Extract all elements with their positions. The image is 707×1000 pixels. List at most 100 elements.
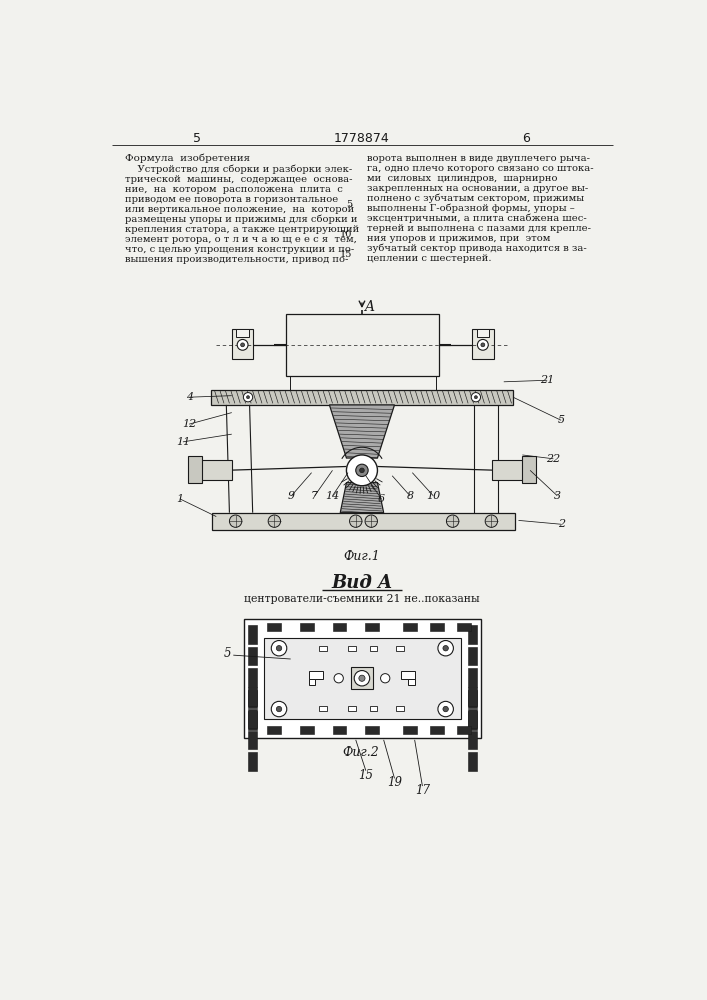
Text: 12: 12 xyxy=(182,419,197,429)
Bar xyxy=(468,625,477,644)
Text: ми  силовых  цилиндров,  шарнирно: ми силовых цилиндров, шарнирно xyxy=(368,174,558,183)
Bar xyxy=(286,314,440,376)
Text: 15: 15 xyxy=(339,250,352,259)
Circle shape xyxy=(472,393,481,402)
Text: Устройство для сборки и разборки элек-: Устройство для сборки и разборки элек- xyxy=(125,165,352,174)
Text: 8: 8 xyxy=(407,491,414,501)
Circle shape xyxy=(438,701,453,717)
Text: крепления статора, а также центрирующий: крепления статора, а также центрирующий xyxy=(125,225,359,234)
Bar xyxy=(320,646,327,651)
Text: 7: 7 xyxy=(311,491,318,501)
Text: Вид A: Вид A xyxy=(332,574,392,592)
Circle shape xyxy=(443,646,448,651)
Text: Формула  изобретения: Формула изобретения xyxy=(125,154,250,163)
Circle shape xyxy=(271,701,287,717)
Bar xyxy=(472,329,493,359)
Bar xyxy=(468,731,477,749)
Text: 1778874: 1778874 xyxy=(334,132,390,145)
Bar xyxy=(320,706,327,711)
Bar xyxy=(401,671,414,679)
Bar xyxy=(396,646,404,651)
Bar xyxy=(403,623,417,631)
Text: ворота выполнен в виде двуплечего рыча-: ворота выполнен в виде двуплечего рыча- xyxy=(368,154,590,163)
Text: или вертикальное положение,  на  которой: или вертикальное положение, на которой xyxy=(125,205,354,214)
Bar xyxy=(348,706,356,711)
Circle shape xyxy=(346,455,378,486)
Text: 11: 11 xyxy=(176,437,190,447)
Bar xyxy=(248,690,257,708)
Bar xyxy=(477,329,489,337)
Bar xyxy=(468,690,477,708)
Circle shape xyxy=(237,339,248,350)
Text: 5: 5 xyxy=(193,132,201,145)
Text: полнено с зубчатым сектором, прижимы: полнено с зубчатым сектором, прижимы xyxy=(368,194,585,203)
Text: 5: 5 xyxy=(223,647,231,660)
Circle shape xyxy=(365,515,378,527)
Text: трической  машины,  содержащее  основа-: трической машины, содержащее основа- xyxy=(125,175,352,184)
Text: 22: 22 xyxy=(547,454,561,464)
Bar xyxy=(248,709,257,728)
Text: центрователи-съемники 21 не..показаны: центрователи-съемники 21 не..показаны xyxy=(244,594,480,604)
Text: 1: 1 xyxy=(176,494,183,504)
Bar xyxy=(468,711,477,730)
Bar xyxy=(248,668,257,687)
Bar xyxy=(248,625,257,644)
Bar xyxy=(309,671,323,679)
Bar xyxy=(370,706,378,711)
Text: 3: 3 xyxy=(554,491,561,501)
Bar xyxy=(409,679,414,685)
Bar xyxy=(332,623,346,631)
Text: A: A xyxy=(364,300,374,314)
Bar xyxy=(468,668,477,687)
Text: 6: 6 xyxy=(378,494,385,504)
Text: 9: 9 xyxy=(288,491,295,501)
Circle shape xyxy=(474,396,477,399)
Bar xyxy=(300,726,314,734)
Bar xyxy=(365,623,379,631)
Circle shape xyxy=(268,515,281,527)
Bar xyxy=(396,706,404,711)
Text: 10: 10 xyxy=(426,491,440,501)
Circle shape xyxy=(356,464,368,477)
Circle shape xyxy=(477,339,489,350)
Bar xyxy=(468,709,477,728)
Bar xyxy=(248,731,257,749)
Text: ния упоров и прижимов, при  этом: ния упоров и прижимов, при этом xyxy=(368,234,551,243)
Text: 10: 10 xyxy=(339,230,352,239)
Text: 4: 4 xyxy=(185,392,193,402)
Bar xyxy=(332,726,346,734)
Bar xyxy=(248,647,257,665)
Circle shape xyxy=(359,675,365,681)
Bar xyxy=(492,460,525,480)
Bar xyxy=(236,329,249,337)
Bar xyxy=(365,726,379,734)
Bar xyxy=(244,619,481,738)
Bar xyxy=(232,329,253,359)
Circle shape xyxy=(276,706,281,712)
Circle shape xyxy=(271,641,287,656)
Bar xyxy=(212,513,515,530)
Bar xyxy=(430,726,444,734)
Circle shape xyxy=(349,515,362,527)
Circle shape xyxy=(354,671,370,686)
Bar xyxy=(267,726,281,734)
Bar xyxy=(522,456,537,483)
Text: цеплении с шестерней.: цеплении с шестерней. xyxy=(368,254,492,263)
Bar xyxy=(199,460,232,480)
Text: закрепленных на основании, а другое вы-: закрепленных на основании, а другое вы- xyxy=(368,184,589,193)
Bar xyxy=(403,726,417,734)
Bar xyxy=(300,623,314,631)
Text: га, одно плечо которого связано со штока-: га, одно плечо которого связано со штока… xyxy=(368,164,594,173)
Circle shape xyxy=(438,641,453,656)
Bar xyxy=(267,623,281,631)
Text: ние,  на  котором  расположена  плита  с: ние, на котором расположена плита с xyxy=(125,185,343,194)
Bar xyxy=(457,726,472,734)
Bar xyxy=(309,679,315,685)
Circle shape xyxy=(360,468,364,473)
Bar xyxy=(370,646,378,651)
Circle shape xyxy=(276,646,281,651)
Text: терней и выполнена с пазами для крепле-: терней и выполнена с пазами для крепле- xyxy=(368,224,591,233)
Bar xyxy=(211,389,513,405)
Circle shape xyxy=(334,674,344,683)
Text: 14: 14 xyxy=(325,491,339,501)
